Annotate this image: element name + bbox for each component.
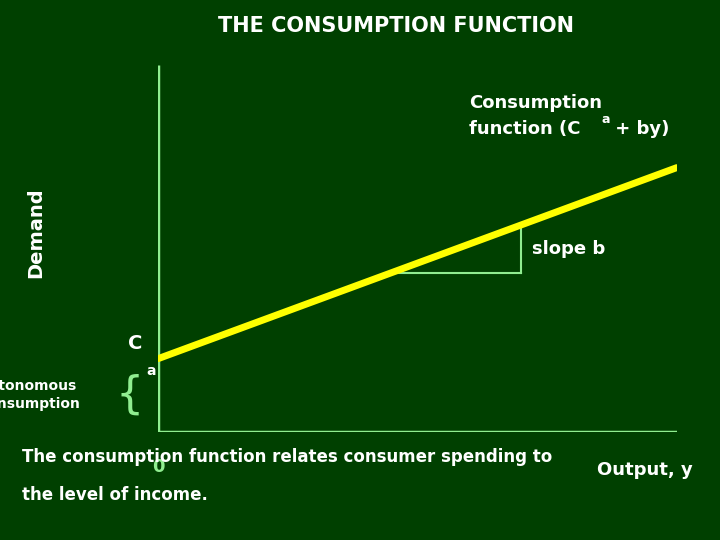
- Text: The consumption function relates consumer spending to: The consumption function relates consume…: [22, 448, 552, 466]
- Text: 0: 0: [152, 458, 165, 476]
- Text: Consumption: Consumption: [469, 94, 603, 112]
- Text: slope b: slope b: [531, 240, 605, 258]
- Text: C: C: [128, 334, 143, 353]
- Text: Demand: Demand: [27, 187, 45, 278]
- Text: a: a: [146, 364, 156, 378]
- Text: a: a: [602, 112, 610, 125]
- Text: autonomous
consumption: autonomous consumption: [0, 379, 81, 411]
- Text: Output, y: Output, y: [597, 461, 693, 480]
- Text: + by): + by): [609, 120, 670, 138]
- Text: {: {: [116, 374, 144, 417]
- Text: THE CONSUMPTION FUNCTION: THE CONSUMPTION FUNCTION: [218, 16, 574, 36]
- Text: function (C: function (C: [469, 120, 581, 138]
- Text: the level of income.: the level of income.: [22, 486, 207, 504]
